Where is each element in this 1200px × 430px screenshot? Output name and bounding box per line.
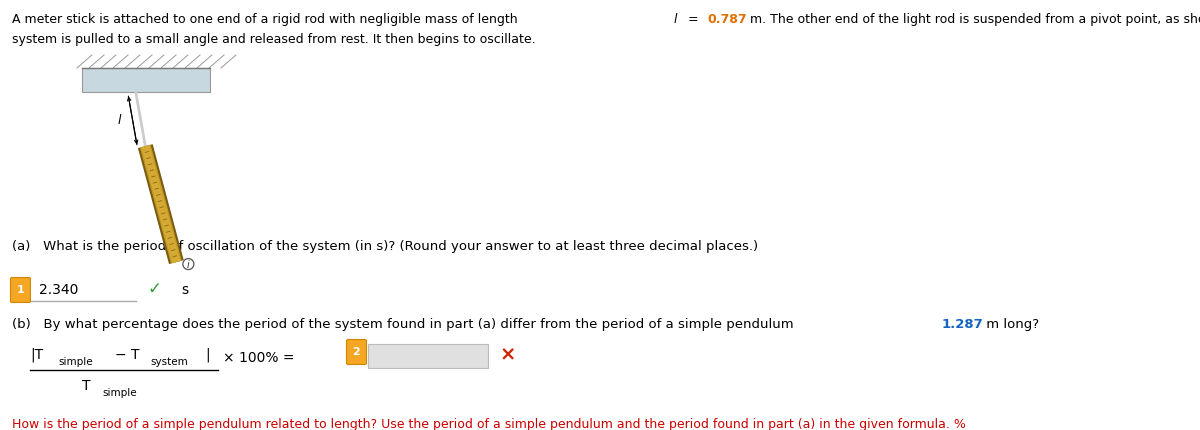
Text: × 100% =: × 100% = [223, 351, 294, 365]
Text: |T: |T [30, 348, 43, 362]
Text: T: T [82, 379, 90, 393]
Text: ×: × [500, 345, 516, 365]
FancyBboxPatch shape [11, 277, 30, 302]
Bar [31, 279, 136, 301]
Text: simple: simple [102, 388, 137, 398]
Text: How is the period of a simple pendulum related to length? Use the period of a si: How is the period of a simple pendulum r… [12, 418, 966, 430]
Text: ✓: ✓ [148, 280, 162, 298]
Bar [368, 344, 488, 368]
Text: =: = [684, 13, 703, 26]
Text: m. The other end of the light rod is suspended from a pivot point, as shown in t: m. The other end of the light rod is sus… [746, 13, 1200, 26]
Text: s: s [181, 283, 188, 297]
Circle shape [182, 258, 194, 270]
Text: simple: simple [58, 357, 92, 367]
Text: l: l [674, 13, 678, 26]
Text: (a)   What is the period of oscillation of the system (in s)? (Round your answer: (a) What is the period of oscillation of… [12, 240, 758, 253]
Text: 2.340: 2.340 [38, 283, 78, 297]
Text: l: l [118, 114, 121, 127]
Text: (b)   By what percentage does the period of the system found in part (a) differ : (b) By what percentage does the period o… [12, 318, 798, 331]
Text: A meter stick is attached to one end of a rigid rod with negligible mass of leng: A meter stick is attached to one end of … [12, 13, 522, 26]
Text: m long?: m long? [982, 318, 1039, 331]
Text: − T: − T [115, 348, 139, 362]
Text: i: i [187, 260, 190, 270]
Text: system is pulled to a small angle and released from rest. It then begins to osci: system is pulled to a small angle and re… [12, 33, 535, 46]
FancyBboxPatch shape [347, 340, 366, 365]
Text: 1: 1 [17, 285, 24, 295]
Text: system: system [150, 357, 187, 367]
Text: 1.287: 1.287 [942, 318, 984, 331]
Text: |: | [205, 348, 210, 362]
Text: 0.787: 0.787 [707, 13, 746, 26]
Bar [82, 68, 210, 92]
Text: 2: 2 [353, 347, 360, 357]
